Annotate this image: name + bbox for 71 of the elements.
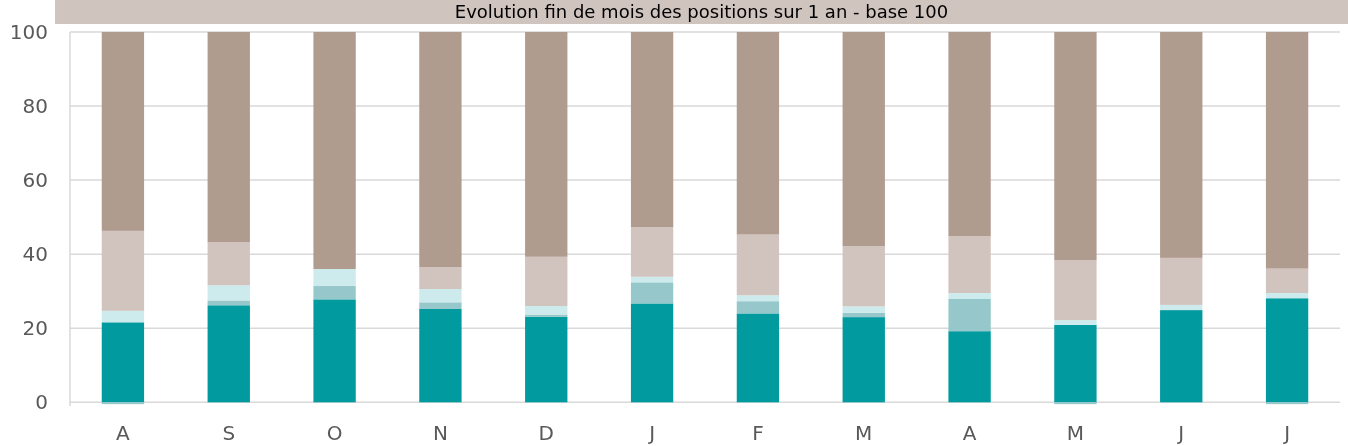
bar bbox=[842, 32, 885, 247]
bar bbox=[1265, 298, 1309, 403]
x-tick-label: O bbox=[326, 421, 343, 445]
x-tick-label: S bbox=[222, 421, 236, 445]
bar bbox=[1160, 257, 1203, 305]
bar bbox=[1054, 32, 1097, 261]
bar bbox=[1054, 320, 1097, 325]
bar bbox=[419, 267, 462, 289]
x-tick-label: F bbox=[752, 421, 764, 445]
bar bbox=[419, 308, 462, 403]
bar bbox=[525, 256, 568, 307]
x-tick-label: A bbox=[116, 421, 131, 445]
bar bbox=[525, 316, 568, 403]
bar bbox=[736, 234, 780, 296]
bar bbox=[207, 300, 250, 306]
x-tick-label: M bbox=[1066, 421, 1085, 445]
x-tick-label: J bbox=[1282, 421, 1291, 445]
bar bbox=[313, 299, 356, 403]
bar bbox=[736, 295, 780, 302]
bar bbox=[736, 313, 780, 403]
y-tick-label: 0 bbox=[35, 390, 48, 415]
bar bbox=[207, 242, 250, 286]
bar bbox=[736, 301, 780, 314]
bar bbox=[525, 32, 568, 257]
bar bbox=[419, 32, 462, 268]
bar bbox=[1265, 293, 1309, 299]
x-tick-label: M bbox=[855, 421, 873, 445]
bar bbox=[630, 32, 674, 228]
bar bbox=[207, 32, 250, 243]
bar bbox=[1054, 260, 1097, 321]
bar bbox=[207, 305, 250, 403]
bar bbox=[419, 302, 462, 309]
bar bbox=[948, 293, 991, 299]
bar bbox=[419, 288, 462, 303]
bar bbox=[1265, 32, 1309, 269]
bar bbox=[948, 32, 991, 237]
bar bbox=[101, 322, 145, 403]
x-tick-label: D bbox=[538, 421, 554, 445]
bar bbox=[313, 286, 356, 300]
y-tick-label: 100 bbox=[9, 20, 48, 44]
bar bbox=[630, 282, 674, 304]
x-tick-label: J bbox=[1176, 421, 1185, 445]
x-tick-label: A bbox=[962, 421, 977, 445]
bar bbox=[101, 32, 145, 231]
bar bbox=[842, 246, 885, 307]
bar bbox=[1160, 310, 1203, 403]
bar bbox=[1160, 32, 1203, 258]
bar bbox=[948, 298, 991, 332]
y-tick-label: 60 bbox=[22, 168, 48, 193]
bar bbox=[101, 230, 145, 311]
bar bbox=[207, 285, 250, 301]
bar bbox=[630, 303, 674, 403]
bar bbox=[313, 32, 356, 269]
x-tick-label: J bbox=[647, 421, 656, 445]
y-tick-label: 20 bbox=[22, 316, 48, 341]
bar bbox=[630, 227, 674, 277]
bar bbox=[525, 306, 568, 315]
bar bbox=[948, 236, 991, 294]
bar bbox=[1054, 324, 1097, 403]
y-tick-label: 80 bbox=[22, 94, 48, 119]
chart-title: Evolution fin de mois des positions sur 1 an - base 100 bbox=[454, 1, 949, 22]
bar bbox=[948, 331, 991, 403]
bar bbox=[842, 317, 885, 403]
bar bbox=[1160, 304, 1203, 311]
bar bbox=[1265, 268, 1309, 294]
bar bbox=[101, 310, 145, 323]
bar bbox=[313, 268, 356, 287]
bar bbox=[736, 32, 780, 235]
y-tick-label: 40 bbox=[22, 242, 48, 267]
x-tick-label: N bbox=[432, 421, 448, 445]
bar bbox=[842, 306, 885, 313]
